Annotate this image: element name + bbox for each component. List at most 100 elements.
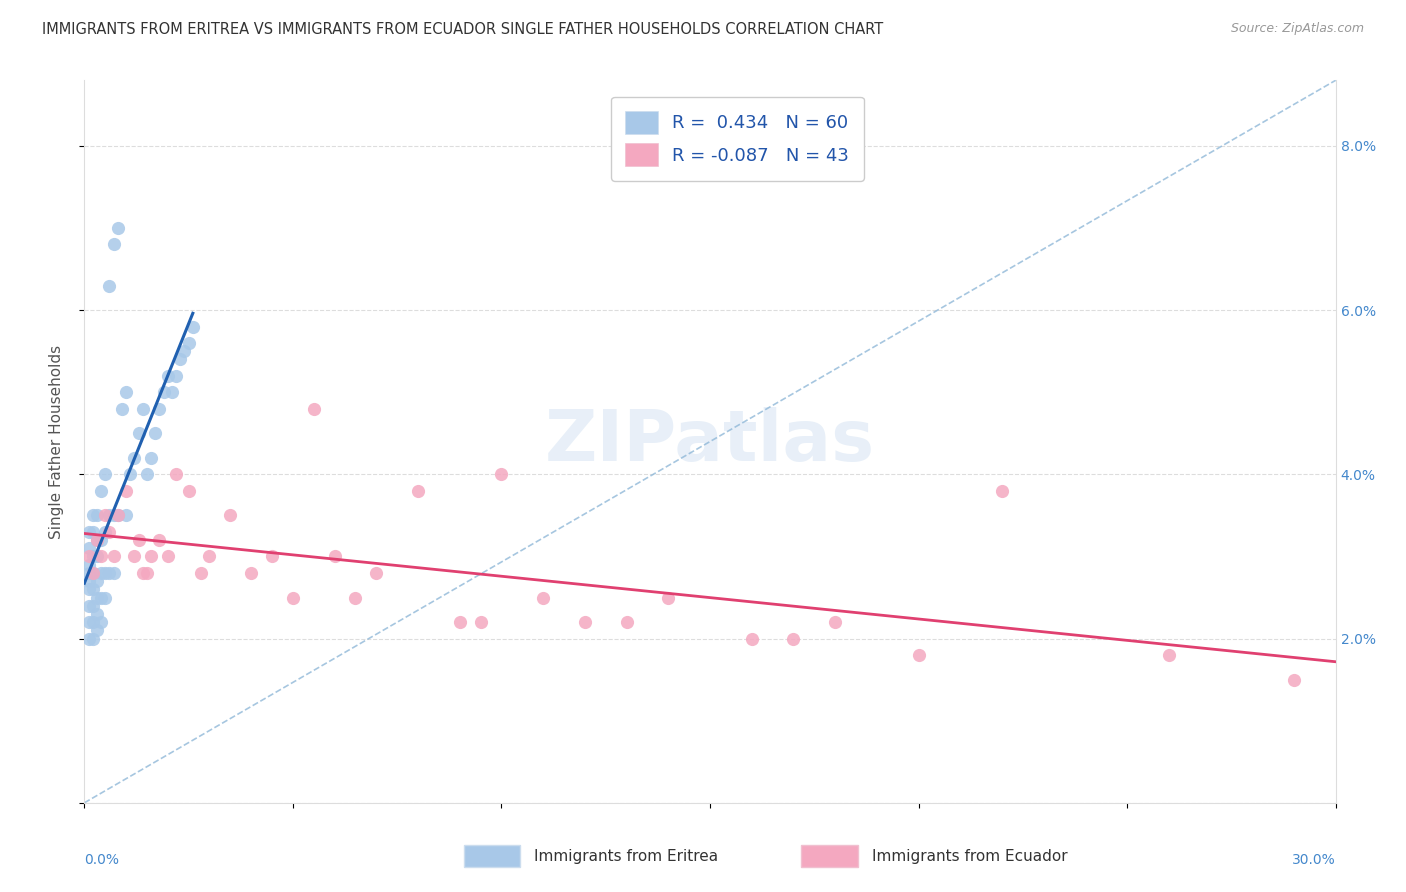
Point [103,237,125,252]
Text: Immigrants from Ecuador: Immigrants from Ecuador [872,849,1067,863]
Point [82,582,104,597]
Point [82,566,104,580]
Point [94,591,117,605]
Point [160,385,183,400]
Point [148,533,170,547]
Point [86,508,108,523]
Point [219,508,242,523]
Point [107,221,129,235]
Point [1282,673,1305,687]
Point [156,549,179,564]
Point [94,508,117,523]
Point [94,566,117,580]
Point [177,483,200,498]
Point [90,615,112,630]
Point [82,632,104,646]
Point [77,632,100,646]
Point [107,508,129,523]
Point [115,483,138,498]
Point [190,566,212,580]
Point [82,508,104,523]
Point [98,508,121,523]
Point [240,566,263,580]
Point [90,591,112,605]
Point [323,549,346,564]
Point [470,615,492,630]
Point [449,615,471,630]
Point [143,426,166,441]
Point [120,467,142,482]
Point [98,524,121,539]
Point [1157,648,1180,662]
Point [86,607,108,621]
Point [86,574,108,588]
Text: Source: ZipAtlas.com: Source: ZipAtlas.com [1230,22,1364,36]
Point [991,483,1014,498]
Point [531,591,554,605]
Point [148,401,170,416]
Point [406,483,429,498]
Point [165,467,187,482]
Point [77,541,100,556]
Point [132,401,155,416]
Point [782,632,804,646]
Point [103,508,125,523]
Point [302,401,325,416]
Point [82,615,104,630]
Point [82,549,104,564]
Point [491,467,513,482]
Point [281,591,304,605]
Point [77,574,100,588]
Point [82,524,104,539]
Point [90,566,112,580]
Point [86,533,108,547]
Point [77,615,100,630]
Point [574,615,596,630]
Point [90,549,112,564]
Point [616,615,638,630]
Point [139,549,162,564]
Point [98,278,121,293]
Point [86,591,108,605]
Point [124,549,146,564]
Y-axis label: Single Father Households: Single Father Households [49,344,63,539]
Point [103,549,125,564]
Point [82,566,104,580]
Point [111,401,134,416]
Point [152,385,174,400]
Point [115,385,138,400]
Point [77,549,100,564]
Point [103,566,125,580]
Text: Immigrants from Eritrea: Immigrants from Eritrea [534,849,718,863]
Point [344,591,367,605]
Point [169,352,191,367]
Point [173,344,195,359]
Text: 30.0%: 30.0% [1292,854,1336,867]
Text: ZIPatlas: ZIPatlas [546,407,875,476]
Point [136,467,159,482]
Point [98,566,121,580]
Point [907,648,929,662]
Point [132,566,155,580]
Point [128,533,150,547]
Point [90,533,112,547]
Point [77,566,100,580]
Point [82,599,104,613]
Point [86,533,108,547]
Text: 0.0%: 0.0% [84,854,120,867]
Point [741,632,763,646]
Point [77,524,100,539]
Point [198,549,221,564]
Point [128,426,150,441]
Legend: R =  0.434   N = 60, R = -0.087   N = 43: R = 0.434 N = 60, R = -0.087 N = 43 [612,96,863,181]
Point [156,368,179,383]
Point [165,368,187,383]
Point [139,450,162,465]
Point [657,591,679,605]
Point [90,483,112,498]
Point [86,549,108,564]
Point [94,467,117,482]
Point [77,599,100,613]
Point [262,549,284,564]
Point [107,508,129,523]
